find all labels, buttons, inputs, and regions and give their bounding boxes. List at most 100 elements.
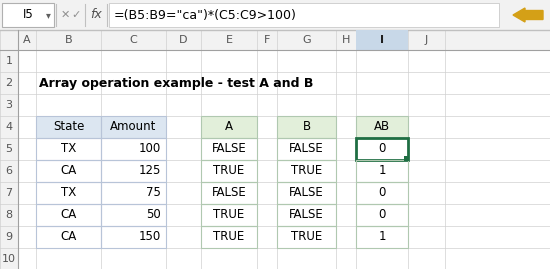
Bar [0, 30, 550, 50]
Bar [0, 50, 18, 269]
Bar [356, 226, 408, 248]
Text: 50: 50 [146, 208, 161, 221]
Bar [36, 160, 101, 182]
Bar [36, 226, 101, 248]
Bar [201, 116, 257, 138]
Text: Amount: Amount [111, 121, 157, 133]
Bar [201, 182, 257, 204]
Text: 150: 150 [139, 231, 161, 243]
Text: FALSE: FALSE [212, 186, 246, 200]
Bar [277, 204, 336, 226]
Bar [101, 160, 166, 182]
Bar [356, 204, 408, 226]
Text: CA: CA [60, 231, 76, 243]
Text: 10: 10 [2, 254, 16, 264]
Text: 100: 100 [139, 143, 161, 155]
Bar [201, 116, 257, 138]
Text: 0: 0 [378, 208, 386, 221]
Bar [36, 116, 101, 138]
Text: A: A [23, 35, 31, 45]
Bar [404, 156, 409, 161]
Bar [356, 138, 408, 160]
Text: 7: 7 [6, 188, 13, 198]
Text: G: G [302, 35, 311, 45]
Text: fx: fx [90, 9, 102, 22]
Text: H: H [342, 35, 350, 45]
Bar [356, 30, 408, 50]
Text: 4: 4 [6, 122, 13, 132]
Text: 125: 125 [139, 165, 161, 178]
Text: TRUE: TRUE [291, 165, 322, 178]
Bar [356, 160, 408, 182]
Text: 1: 1 [378, 165, 386, 178]
Bar [201, 204, 257, 226]
Text: FALSE: FALSE [289, 186, 324, 200]
Text: D: D [179, 35, 188, 45]
Text: I: I [380, 35, 384, 45]
Text: CA: CA [60, 165, 76, 178]
Text: TRUE: TRUE [213, 165, 245, 178]
Bar [101, 182, 166, 204]
Text: TRUE: TRUE [213, 231, 245, 243]
Text: TRUE: TRUE [213, 208, 245, 221]
Text: 2: 2 [6, 78, 13, 88]
Bar [356, 116, 408, 138]
Bar [277, 226, 336, 248]
Bar [36, 182, 101, 204]
Bar [36, 204, 101, 226]
Text: F: F [264, 35, 270, 45]
Bar [0, 0, 550, 30]
Text: CA: CA [60, 208, 76, 221]
Bar [109, 3, 499, 27]
Text: B: B [302, 121, 311, 133]
Bar [201, 226, 257, 248]
Bar [101, 116, 166, 138]
Text: E: E [226, 35, 233, 45]
Text: FALSE: FALSE [289, 208, 324, 221]
Text: C: C [130, 35, 138, 45]
Bar [277, 182, 336, 204]
Text: 1: 1 [6, 56, 13, 66]
Text: 75: 75 [146, 186, 161, 200]
Bar [277, 160, 336, 182]
Text: FALSE: FALSE [212, 143, 246, 155]
Bar [101, 138, 166, 160]
Bar [101, 226, 166, 248]
Text: I5: I5 [23, 9, 34, 22]
Text: TX: TX [61, 143, 76, 155]
Text: AB: AB [374, 121, 390, 133]
Bar [36, 138, 101, 160]
Bar [36, 116, 101, 138]
Text: A: A [225, 121, 233, 133]
Bar [356, 182, 408, 204]
Text: TX: TX [61, 186, 76, 200]
Bar [0, 30, 550, 269]
Bar [356, 116, 408, 138]
Text: B: B [65, 35, 72, 45]
Bar [277, 116, 336, 138]
Text: FALSE: FALSE [289, 143, 324, 155]
Text: J: J [425, 35, 428, 45]
Bar [277, 116, 336, 138]
Bar [201, 160, 257, 182]
Text: Array operation example - test A and B: Array operation example - test A and B [39, 76, 314, 90]
Bar [101, 204, 166, 226]
Text: ✕: ✕ [60, 10, 70, 20]
Text: 5: 5 [6, 144, 13, 154]
Bar [2, 3, 54, 27]
Bar [101, 116, 166, 138]
Text: TRUE: TRUE [291, 231, 322, 243]
Text: ✓: ✓ [72, 10, 81, 20]
Bar [201, 138, 257, 160]
Text: 3: 3 [6, 100, 13, 110]
Text: =(B5:B9="ca")*(C5:C9>100): =(B5:B9="ca")*(C5:C9>100) [114, 9, 297, 22]
Text: 0: 0 [378, 186, 386, 200]
FancyArrow shape [513, 8, 543, 22]
Bar [277, 138, 336, 160]
Text: 1: 1 [378, 231, 386, 243]
Text: State: State [53, 121, 84, 133]
Text: 6: 6 [6, 166, 13, 176]
Text: ▾: ▾ [46, 10, 51, 20]
Text: 9: 9 [6, 232, 13, 242]
Text: 8: 8 [6, 210, 13, 220]
